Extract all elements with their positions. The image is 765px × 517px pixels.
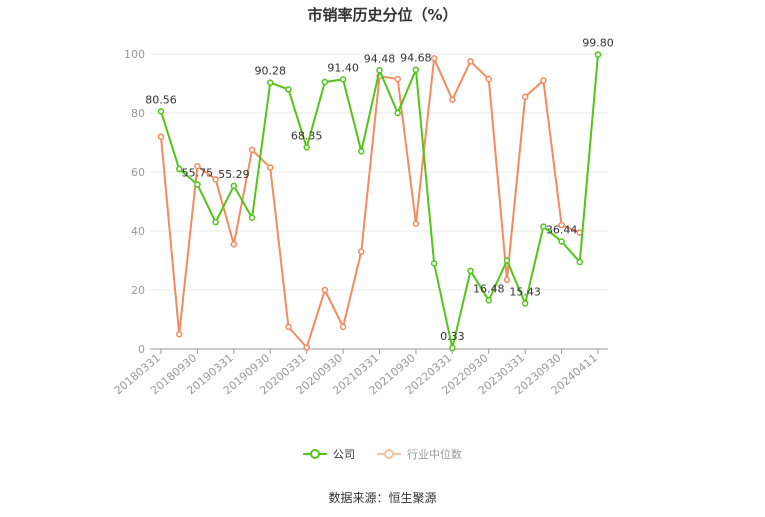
data-point-1 (430, 55, 438, 62)
data-point-1 (157, 133, 165, 140)
data-point-0 (449, 344, 456, 352)
data-point-0 (394, 109, 401, 117)
legend-industry-label: 行业中位数 (407, 448, 462, 461)
legend-company-label: 公司 (333, 448, 355, 461)
data-point-0 (230, 182, 238, 190)
legend-company-icon (303, 449, 327, 459)
data-point-1 (540, 77, 547, 84)
legend: 公司 行业中位数 (0, 446, 765, 462)
data-label: 55.75 (182, 167, 214, 180)
data-point-0 (248, 214, 256, 221)
data-point-0 (412, 66, 420, 73)
data-label: 68.35 (291, 129, 323, 142)
y-tick-label: 100 (124, 48, 145, 61)
series-lines (157, 51, 602, 352)
data-point-0 (594, 51, 602, 58)
data-label: 36.44 (546, 224, 578, 237)
data-point-0 (430, 260, 438, 267)
data-point-0 (521, 300, 529, 307)
data-point-0 (321, 78, 329, 86)
data-label: 80.56 (145, 93, 177, 106)
legend-industry-icon (377, 449, 401, 459)
data-point-0 (339, 76, 347, 83)
data-point-0 (358, 148, 365, 155)
grid-lines (150, 53, 608, 291)
data-label: 99.80 (582, 37, 614, 50)
data-point-1 (303, 344, 310, 351)
data-point-1 (521, 93, 529, 101)
series-line-0 (160, 54, 599, 350)
y-tick-label: 40 (131, 225, 145, 238)
legend-item-industry[interactable]: 行业中位数 (377, 446, 462, 462)
data-label: 16.48 (473, 282, 505, 295)
data-point-1 (267, 164, 274, 171)
data-label: 94.48 (364, 52, 396, 65)
data-point-0 (558, 238, 565, 245)
data-point-1 (285, 323, 292, 331)
y-tick-label: 20 (131, 284, 145, 297)
data-point-1 (339, 323, 347, 331)
data-point-1 (394, 75, 401, 83)
data-point-1 (449, 96, 456, 103)
data-point-1 (412, 220, 420, 227)
data-label: 55.29 (218, 168, 250, 181)
data-point-1 (230, 241, 238, 248)
data-labels: 80.56 55.75 55.29 90.28 68.35 91.40 94.48 94.68… (145, 37, 614, 343)
data-label: 15.43 (509, 285, 541, 298)
data-point-0 (194, 181, 201, 188)
legend-item-company[interactable]: 公司 (303, 446, 355, 462)
data-point-0 (376, 67, 383, 74)
data-point-0 (303, 144, 310, 151)
line-chart: 0204060801002018033120180930201903312019… (112, 37, 614, 398)
data-point-0 (540, 223, 547, 230)
data-point-0 (157, 108, 165, 115)
data-point-0 (467, 267, 474, 275)
data-point-1 (467, 58, 474, 65)
axes: 0204060801002018033120180930201903312019… (112, 48, 608, 397)
data-point-1 (212, 176, 219, 183)
data-point-0 (285, 86, 292, 93)
data-label: 94.68 (400, 52, 432, 65)
data-point-1 (485, 75, 492, 83)
chart-title: 市销率历史分位（%） (307, 6, 458, 24)
y-tick-label: 60 (131, 166, 145, 179)
data-label: 91.40 (327, 61, 359, 74)
y-tick-label: 0 (138, 343, 145, 356)
data-point-1 (503, 276, 511, 283)
data-point-0 (503, 257, 511, 264)
data-point-1 (175, 331, 183, 338)
data-point-0 (576, 258, 584, 266)
data-point-1 (194, 162, 201, 170)
series-line-1 (160, 57, 581, 349)
data-point-0 (485, 297, 492, 304)
source-note: 数据来源：恒生聚源 (328, 491, 437, 505)
data-point-1 (321, 286, 329, 294)
y-tick-label: 80 (131, 107, 145, 120)
data-point-0 (267, 79, 274, 86)
data-label: 0.33 (440, 330, 465, 343)
data-point-1 (248, 146, 256, 154)
data-label: 90.28 (255, 65, 287, 78)
data-point-0 (175, 165, 183, 173)
data-point-1 (558, 221, 565, 229)
data-point-0 (212, 218, 219, 226)
data-point-1 (358, 248, 365, 255)
